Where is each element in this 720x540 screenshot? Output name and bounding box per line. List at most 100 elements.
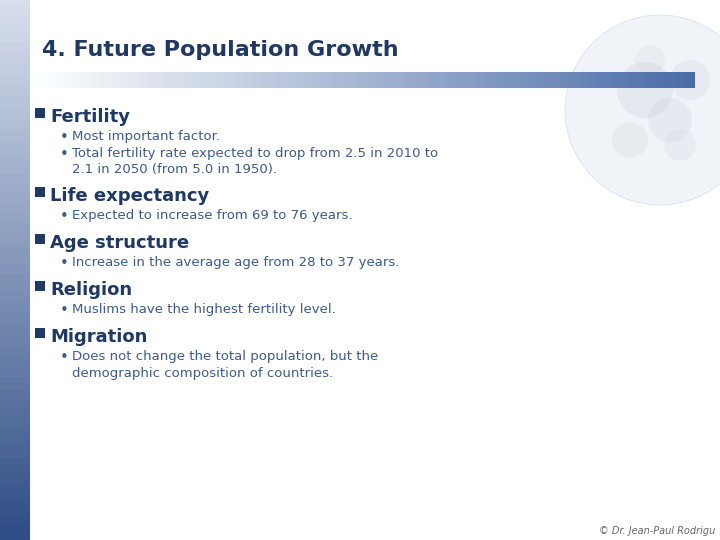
Bar xyxy=(152,72,154,88)
Bar xyxy=(61,72,63,88)
Bar xyxy=(0,373,30,378)
Bar xyxy=(249,72,252,88)
Bar xyxy=(307,72,310,88)
Bar xyxy=(567,72,569,88)
Bar xyxy=(0,254,30,259)
Bar xyxy=(611,72,613,88)
Bar xyxy=(0,189,30,194)
Bar xyxy=(425,72,427,88)
Bar xyxy=(0,157,30,162)
Bar xyxy=(480,72,482,88)
Text: Fertility: Fertility xyxy=(50,108,130,126)
Bar xyxy=(163,72,165,88)
Bar xyxy=(305,72,307,88)
Bar xyxy=(0,524,30,529)
Bar xyxy=(557,72,559,88)
Bar xyxy=(531,72,534,88)
Bar xyxy=(0,194,30,200)
Bar xyxy=(0,324,30,329)
Circle shape xyxy=(670,60,710,100)
Bar xyxy=(0,243,30,248)
Bar xyxy=(156,72,158,88)
Bar xyxy=(0,54,30,59)
Bar xyxy=(94,72,96,88)
Bar xyxy=(181,72,183,88)
Bar xyxy=(351,72,354,88)
Bar xyxy=(0,140,30,146)
Bar xyxy=(0,319,30,324)
Bar xyxy=(0,92,30,97)
Bar xyxy=(686,72,688,88)
Bar xyxy=(589,72,591,88)
Bar xyxy=(0,167,30,173)
Bar xyxy=(0,232,30,238)
Bar xyxy=(0,513,30,518)
Bar xyxy=(236,72,238,88)
Bar xyxy=(0,367,30,373)
Bar xyxy=(39,72,41,88)
Bar xyxy=(491,72,493,88)
Bar xyxy=(292,72,294,88)
Bar xyxy=(59,72,61,88)
Bar xyxy=(600,72,602,88)
Bar xyxy=(606,72,608,88)
Bar xyxy=(631,72,633,88)
Bar xyxy=(376,72,378,88)
Bar xyxy=(469,72,471,88)
Bar xyxy=(296,72,298,88)
Bar xyxy=(121,72,123,88)
Bar xyxy=(150,72,152,88)
Bar xyxy=(493,72,495,88)
Bar xyxy=(620,72,622,88)
Bar xyxy=(675,72,678,88)
Bar xyxy=(192,72,194,88)
Bar xyxy=(90,72,92,88)
Bar xyxy=(549,72,551,88)
Bar xyxy=(276,72,278,88)
Bar xyxy=(0,535,30,540)
Bar xyxy=(642,72,644,88)
Bar xyxy=(41,72,43,88)
Bar xyxy=(387,72,389,88)
Bar xyxy=(427,72,429,88)
Bar xyxy=(438,72,440,88)
Bar xyxy=(0,32,30,38)
Bar xyxy=(604,72,606,88)
Text: Life expectancy: Life expectancy xyxy=(50,187,210,205)
Bar xyxy=(0,394,30,400)
Bar xyxy=(0,151,30,157)
Bar xyxy=(513,72,516,88)
Circle shape xyxy=(612,122,648,158)
Bar xyxy=(0,416,30,421)
Text: Most important factor.: Most important factor. xyxy=(72,130,220,143)
Text: Migration: Migration xyxy=(50,328,148,346)
Bar xyxy=(285,72,287,88)
Bar xyxy=(220,72,223,88)
Bar xyxy=(245,72,247,88)
Bar xyxy=(0,443,30,448)
Bar xyxy=(139,72,141,88)
Bar xyxy=(644,72,647,88)
Bar xyxy=(629,72,631,88)
Bar xyxy=(394,72,396,88)
Bar xyxy=(267,72,269,88)
Circle shape xyxy=(648,98,692,142)
Bar xyxy=(528,72,531,88)
Bar xyxy=(518,72,520,88)
Bar xyxy=(690,72,693,88)
Bar xyxy=(294,72,296,88)
Bar xyxy=(81,72,84,88)
Bar xyxy=(0,281,30,286)
Bar xyxy=(55,72,57,88)
Bar xyxy=(668,72,670,88)
Bar xyxy=(0,275,30,281)
Bar xyxy=(0,259,30,265)
Bar xyxy=(0,146,30,151)
Bar xyxy=(343,72,345,88)
Bar xyxy=(103,72,105,88)
Bar xyxy=(130,72,132,88)
Bar xyxy=(134,72,136,88)
Bar xyxy=(35,328,45,338)
Bar xyxy=(442,72,444,88)
Bar xyxy=(101,72,103,88)
